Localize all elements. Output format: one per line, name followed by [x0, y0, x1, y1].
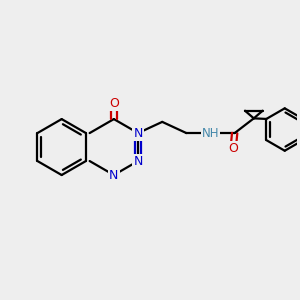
Text: O: O — [228, 142, 238, 155]
Text: NH: NH — [202, 127, 219, 140]
Text: O: O — [109, 97, 119, 110]
Text: N: N — [134, 154, 143, 167]
Text: N: N — [109, 169, 119, 182]
Text: N: N — [134, 127, 143, 140]
